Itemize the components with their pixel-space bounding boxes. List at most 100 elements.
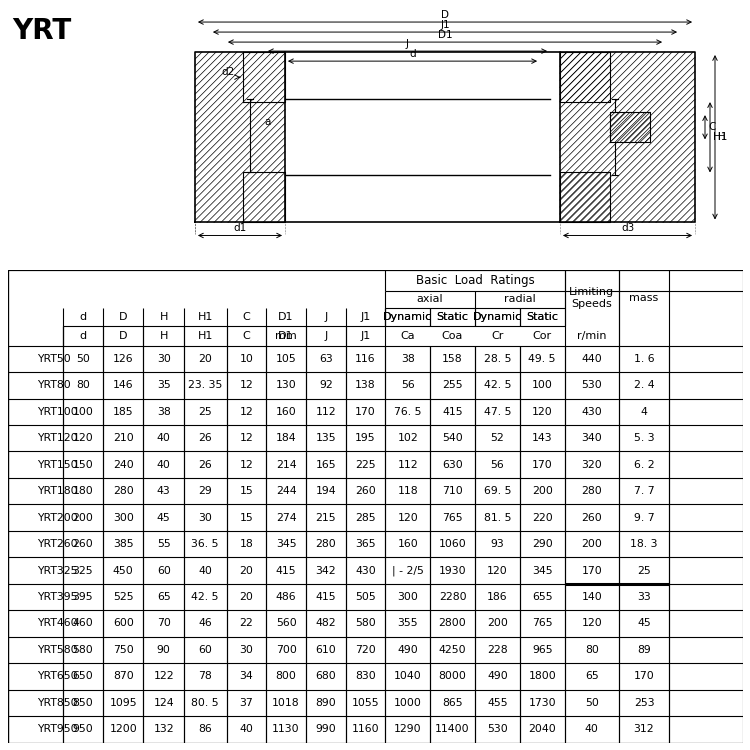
Text: d: d [80,331,86,340]
Text: Ca: Ca [400,331,415,340]
Text: 35: 35 [157,380,170,390]
Text: mm: mm [275,331,297,340]
Text: 482: 482 [316,619,336,628]
Text: 65: 65 [157,592,170,602]
Text: J: J [324,312,328,322]
Text: YRT650: YRT650 [38,671,78,681]
Text: 6. 2: 6. 2 [634,460,654,470]
Text: YRT: YRT [12,17,71,45]
Text: 120: 120 [532,406,553,417]
Text: mass: mass [629,293,658,303]
Text: 140: 140 [581,592,602,602]
Text: 120: 120 [487,566,508,575]
Text: 490: 490 [398,645,418,655]
Text: Static: Static [526,312,558,322]
Text: 102: 102 [398,433,418,443]
Text: 750: 750 [113,645,134,655]
Text: 40: 40 [157,460,170,470]
Text: 345: 345 [276,539,296,549]
Text: J1: J1 [360,312,370,322]
Text: 50: 50 [76,354,90,364]
Text: 1130: 1130 [272,724,300,734]
Text: H1: H1 [713,132,728,142]
Text: 195: 195 [356,433,376,443]
Text: 93: 93 [490,539,504,549]
Text: 455: 455 [487,698,508,708]
Text: 200: 200 [73,512,93,523]
Text: 950: 950 [73,724,93,734]
Text: 158: 158 [442,354,463,364]
Text: YRT460: YRT460 [38,619,78,628]
Text: 45: 45 [638,619,651,628]
Text: 60: 60 [157,566,170,575]
Text: 122: 122 [153,671,174,681]
Text: 11400: 11400 [435,724,470,734]
Text: 240: 240 [113,460,134,470]
Text: 76. 5: 76. 5 [394,406,422,417]
Text: YRT80: YRT80 [38,380,71,390]
Text: 1060: 1060 [439,539,466,549]
Text: 120: 120 [73,433,93,443]
Text: 186: 186 [487,592,508,602]
Text: 170: 170 [532,460,553,470]
Text: 440: 440 [581,354,602,364]
Text: C: C [242,312,250,322]
Text: 312: 312 [634,724,654,734]
Text: 20: 20 [198,354,212,364]
Text: 185: 185 [113,406,134,417]
Text: 38: 38 [400,354,415,364]
Text: 23. 35: 23. 35 [188,380,223,390]
Text: 22: 22 [239,619,254,628]
Text: 56: 56 [400,380,415,390]
Text: 580: 580 [73,645,93,655]
Text: 530: 530 [581,380,602,390]
Text: Coa: Coa [442,331,464,340]
Text: 46: 46 [198,619,212,628]
Text: 280: 280 [113,486,134,496]
Text: H: H [160,331,168,340]
Text: 12: 12 [239,433,254,443]
Text: 26: 26 [198,433,212,443]
Text: 285: 285 [356,512,376,523]
Text: 214: 214 [276,460,296,470]
Text: D: D [441,10,449,20]
Text: 30: 30 [198,512,212,523]
Text: 830: 830 [355,671,376,681]
Text: 965: 965 [532,645,553,655]
Text: C: C [708,122,716,132]
Text: 112: 112 [316,406,336,417]
Text: 4: 4 [640,406,647,417]
Text: 12: 12 [239,460,254,470]
Text: 26: 26 [198,460,212,470]
Text: 325: 325 [73,566,93,575]
Text: 65: 65 [585,671,598,681]
Text: 320: 320 [581,460,602,470]
Text: 244: 244 [276,486,296,496]
Text: 194: 194 [316,486,336,496]
Text: 165: 165 [316,460,336,470]
Text: 10: 10 [239,354,254,364]
Text: Static: Static [436,312,469,322]
Text: Static: Static [436,312,469,322]
Text: YRT50: YRT50 [38,354,71,364]
Text: 25: 25 [198,406,212,417]
Text: 1800: 1800 [528,671,556,681]
Text: 460: 460 [73,619,93,628]
Text: 116: 116 [356,354,376,364]
Text: 280: 280 [581,486,602,496]
Text: D: D [119,312,128,322]
Text: 560: 560 [276,619,296,628]
Text: 40: 40 [198,566,212,575]
Text: H: H [718,132,726,142]
Text: 2. 4: 2. 4 [634,380,654,390]
Text: 38: 38 [157,406,170,417]
Text: H1: H1 [197,312,213,322]
Text: 290: 290 [532,539,553,549]
Text: 850: 850 [73,698,93,708]
Text: 505: 505 [355,592,376,602]
Text: 105: 105 [276,354,296,364]
Text: C: C [242,331,250,340]
Text: 2040: 2040 [528,724,556,734]
Text: 415: 415 [316,592,336,602]
Text: 765: 765 [442,512,463,523]
